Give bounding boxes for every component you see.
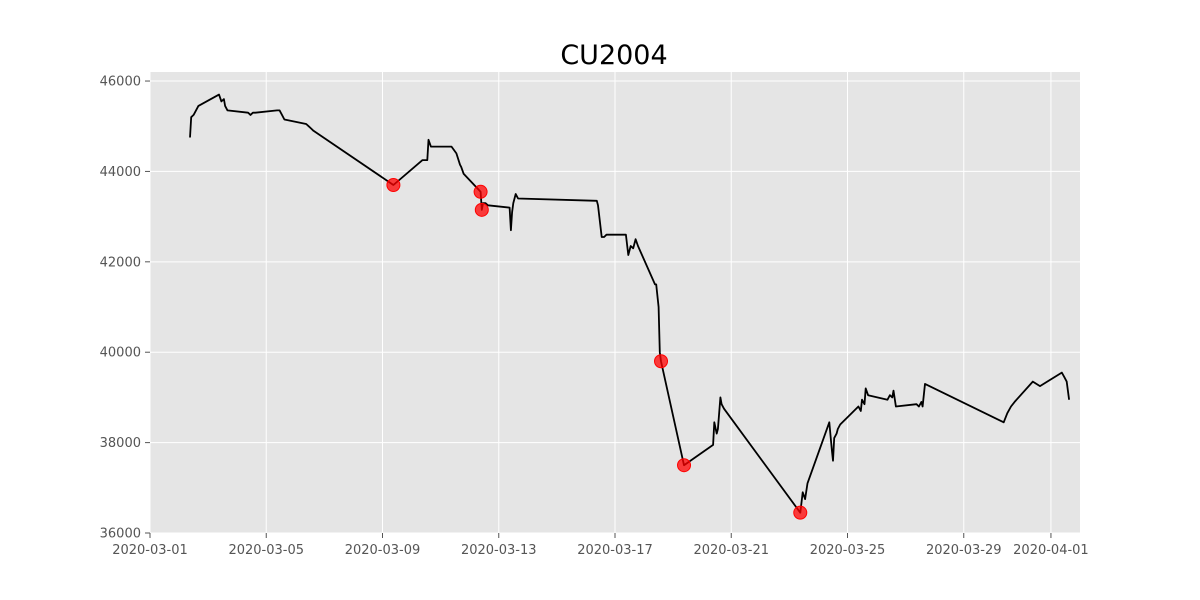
signal-marker <box>654 354 669 369</box>
x-tick-label: 2020-03-13 <box>461 543 537 558</box>
price-series-line <box>189 93 1070 514</box>
signal-markers <box>386 177 808 520</box>
y-tick-label: 36000 <box>100 527 141 542</box>
y-tick-label: 42000 <box>100 255 141 270</box>
y-tick-label: 40000 <box>100 346 141 361</box>
x-tick-label: 2020-03-21 <box>693 543 769 558</box>
y-tick-label: 46000 <box>100 75 141 90</box>
signal-marker <box>473 184 488 199</box>
x-axis: 2020-03-01 2020-03-05 2020-03-09 2020-03-13… <box>112 533 1089 558</box>
x-tick-label: 2020-04-01 <box>1013 543 1089 558</box>
y-tick-label: 44000 <box>100 165 141 180</box>
y-axis: 36000 38000 40000 42000 44000 46000 <box>100 75 150 542</box>
x-tick-label: 2020-03-29 <box>926 543 1002 558</box>
signal-marker <box>386 177 401 192</box>
x-tick-label: 2020-03-09 <box>345 543 421 558</box>
x-tick-label: 2020-03-17 <box>577 543 653 558</box>
signal-marker <box>793 505 808 520</box>
x-tick-label: 2020-03-25 <box>810 543 886 558</box>
chart-title: CU2004 <box>560 40 667 71</box>
y-tick-label: 38000 <box>100 436 141 451</box>
x-tick-label: 2020-03-01 <box>112 543 188 558</box>
signal-marker <box>474 202 489 217</box>
x-tick-label: 2020-03-05 <box>228 543 304 558</box>
signal-marker <box>677 458 692 473</box>
